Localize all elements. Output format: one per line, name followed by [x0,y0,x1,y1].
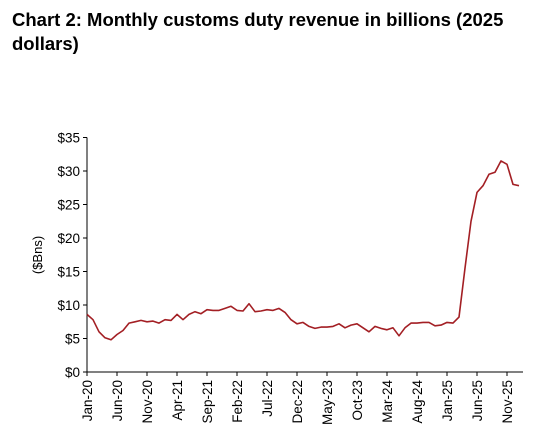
x-tick-label: Oct-23 [350,380,365,421]
x-tick-label: Aug-24 [410,380,425,424]
x-tick-label: Sep-21 [200,380,215,424]
x-axis: Jan-20 Jun-20 Nov-20 Apr-21 Sep-21 Feb-22 Jul-… [80,371,523,425]
x-tick-label: Jan-20 [80,380,95,421]
x-tick-label: Jul-22 [260,380,275,417]
x-tick-label: Nov-25 [500,380,515,424]
y-tick-label: $0 [65,365,80,380]
x-tick-label: May-23 [320,380,335,425]
x-tick-label: Jan-25 [440,380,455,421]
y-axis-label: ($Bns) [30,236,45,274]
x-tick-label: Jun-20 [110,380,125,421]
y-tick-label: $30 [57,164,80,179]
y-tick-label: $10 [57,298,80,313]
y-tick-label: $5 [65,332,80,347]
y-tick-label: $20 [57,231,80,246]
x-tick-label: Mar-24 [380,380,395,423]
x-tick-label: Feb-22 [230,380,245,423]
x-tick-label: Dec-22 [290,380,305,424]
y-axis: $0 $5 $10 $15 $20 $25 $30 $35 [57,131,88,380]
y-tick-label: $15 [57,265,80,280]
series-line [86,160,520,341]
y-tick-label: $35 [57,131,80,146]
x-tick-label: Jun-25 [470,380,485,421]
y-tick-label: $25 [57,198,80,213]
x-tick-label: Nov-20 [140,380,155,424]
plot-area [86,160,520,341]
chart-title: Chart 2: Monthly customs duty revenue in… [12,9,504,54]
x-tick-label: Apr-21 [170,380,185,421]
